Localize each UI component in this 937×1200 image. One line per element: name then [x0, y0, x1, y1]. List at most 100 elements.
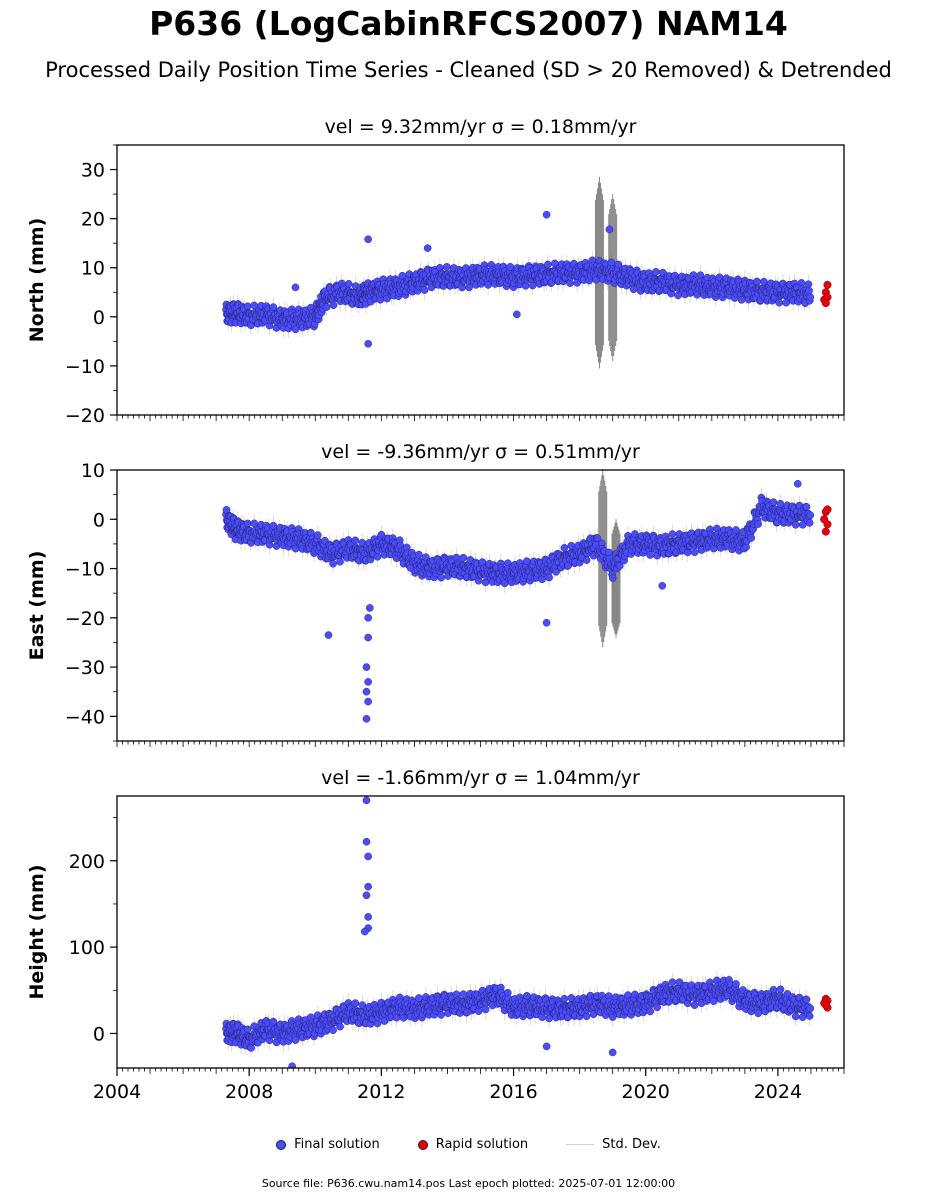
final-solution-point [362, 891, 371, 900]
panel-1: −20 −10 0 10 20 30 vel = 9.32mm/yr σ = 0.18mm/… [26, 116, 845, 427]
final-solution-point [364, 235, 372, 244]
final-solution-point [364, 678, 372, 686]
plot-area [222, 176, 832, 369]
final-solution-point [652, 267, 660, 276]
final-solution-point [291, 1036, 300, 1044]
y-tick-label: −10 [65, 356, 105, 378]
final-solution-point [481, 1005, 490, 1014]
y-tick-label: −20 [65, 608, 105, 630]
panel-title: vel = -9.36mm/yr σ = 0.51mm/yr [321, 441, 640, 463]
x-tick-label: 2008 [225, 1081, 273, 1103]
legend-item-rapid: Rapid solution [417, 1137, 529, 1152]
final-solution-point [362, 687, 371, 696]
panel-title: vel = -1.66mm/yr σ = 1.04mm/yr [321, 767, 640, 789]
legend-rapid-label: Rapid solution [435, 1137, 529, 1152]
final-solution-point [288, 1062, 296, 1068]
final-solution-point [805, 286, 813, 295]
final-solution-point [437, 573, 445, 582]
final-solution-point [459, 553, 468, 562]
legend-final-label: Final solution [294, 1137, 380, 1152]
time-series-figure: −20 −10 0 10 20 30 vel = 9.32mm/yr σ = 0.18mm/… [26, 116, 845, 1103]
final-solution-point [314, 531, 322, 539]
final-solution-point [753, 277, 761, 286]
final-solution-point [344, 280, 353, 288]
final-solution-point [754, 520, 763, 528]
final-solution-point [364, 913, 372, 921]
final-solution-point [582, 556, 591, 564]
final-solution-point [690, 1001, 699, 1010]
final-solution-point [566, 279, 574, 287]
final-solution-point [805, 519, 814, 527]
final-solution-point [465, 283, 473, 292]
final-solution-point [247, 1044, 255, 1052]
legend-item-std: Std. Dev. [566, 1137, 661, 1152]
final-solution-point [615, 562, 624, 570]
final-solution-point [674, 291, 682, 300]
final-solution-point [798, 521, 807, 529]
final-solution-point [646, 551, 654, 559]
legend: Final solution Rapid solution Std. Dev. [0, 1137, 937, 1152]
final-solution-point [364, 882, 372, 891]
legend-item-final: Final solution [276, 1137, 380, 1152]
final-solution-point [646, 1007, 654, 1016]
source-note: Source file: P636.cwu.nam14.pos Last epo… [261, 1177, 676, 1190]
final-solution-point [690, 548, 699, 557]
panel-2: −40 −30 −20 −10 0 10 vel = -9.36mm/yr σ = 0.51… [26, 441, 845, 747]
rapid-solution-point [821, 527, 830, 536]
y-axis-label: North (mm) [26, 218, 48, 343]
x-tick-label: 2004 [93, 1081, 141, 1103]
final-solution-point [791, 520, 800, 529]
final-solution-point [291, 325, 300, 334]
final-solution-point [607, 258, 616, 267]
final-solution-point [653, 1003, 661, 1012]
final-solution-point [806, 293, 815, 301]
rapid-solution-point [821, 1000, 830, 1009]
final-solution-point [544, 260, 552, 269]
y-tick-label: 0 [93, 307, 105, 329]
rapid-solution-point [823, 520, 832, 529]
y-tick-label: −40 [65, 706, 105, 728]
y-tick-label: 30 [81, 160, 105, 182]
final-solution-point [420, 286, 429, 294]
final-solution-point [608, 574, 617, 582]
final-solution-point [560, 994, 569, 1003]
final-solution-point [668, 978, 677, 987]
y-tick-label: 20 [81, 209, 105, 231]
final-solution-point [329, 301, 338, 309]
final-solution-point [802, 502, 811, 511]
y-tick-label: −30 [65, 657, 105, 679]
panel-title: vel = 9.32mm/yr σ = 0.18mm/yr [325, 116, 637, 138]
std-line-icon [566, 1144, 595, 1145]
final-solution-point [802, 995, 811, 1004]
final-solution-point [336, 1022, 344, 1031]
final-solution-point [423, 244, 432, 252]
final-solution-point [806, 1004, 815, 1013]
final-solution-point [732, 526, 740, 534]
plot-area [222, 470, 832, 723]
plot-area [222, 796, 832, 1068]
final-solution-point [791, 1012, 800, 1021]
final-solution-point [362, 663, 371, 671]
final-solution-point [793, 479, 802, 488]
x-tick-label: 2024 [754, 1081, 802, 1103]
final-solution-point [329, 1026, 337, 1035]
final-solution-point [542, 210, 551, 219]
panel-3: 2004 2008 2012 2016 2020 2024 0 100 200 vel = -1.… [26, 767, 845, 1103]
final-solution-point [806, 511, 815, 520]
x-tick-label: 2012 [357, 1081, 405, 1103]
final-solution-point [608, 1048, 617, 1057]
final-solution-point [593, 534, 602, 542]
final-solution-point [754, 1009, 763, 1018]
final-solution-point [542, 618, 551, 627]
y-axis-label: East (mm) [26, 551, 48, 661]
final-solution-point [545, 573, 553, 582]
final-solution-point [329, 559, 337, 568]
y-tick-label: 100 [69, 937, 105, 959]
final-solution-point [513, 310, 521, 319]
final-solution-point [769, 498, 778, 506]
final-solution-point [269, 1017, 278, 1026]
final-solution-point [605, 225, 614, 234]
final-solution-point [351, 536, 360, 545]
final-solution-point [324, 631, 333, 639]
final-solution-point [322, 303, 331, 311]
